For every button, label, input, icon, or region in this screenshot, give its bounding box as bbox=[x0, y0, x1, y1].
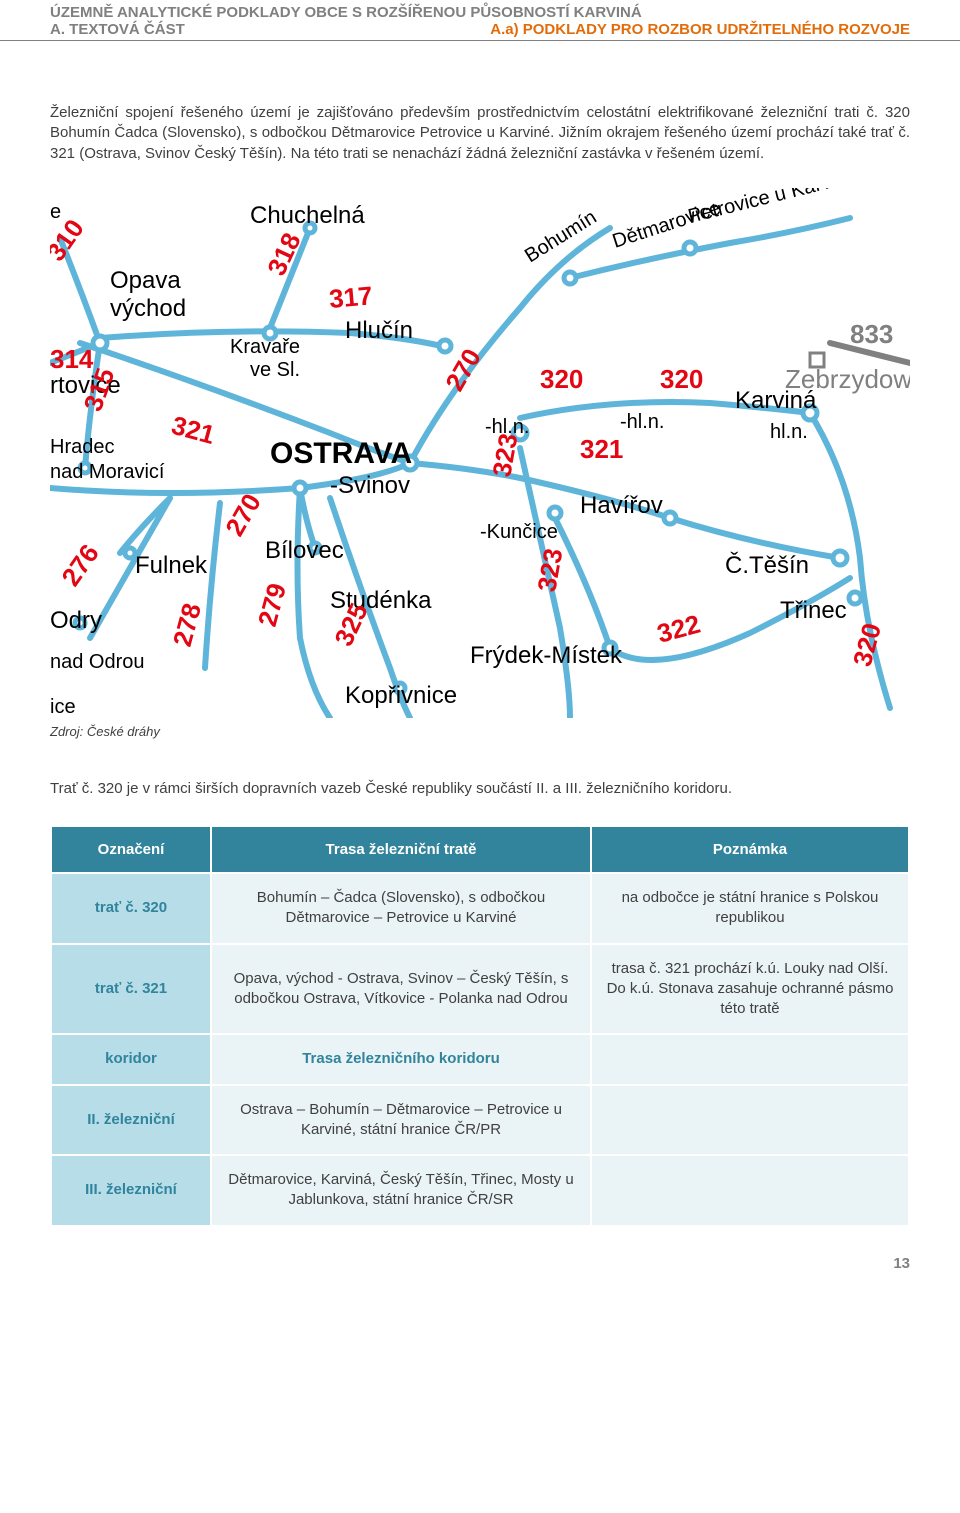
track-322: 322 bbox=[654, 608, 704, 648]
track-320b: 320 bbox=[660, 364, 703, 394]
cell-corridor: III. železniční bbox=[51, 1155, 211, 1226]
railway-map: e Chuchelná Opava východ Kravaře ve Sl. … bbox=[50, 188, 910, 718]
header-section-right: A.a) PODKLADY PRO ROZBOR UDRŽITELNÉHO RO… bbox=[490, 21, 910, 38]
cell-empty bbox=[591, 1085, 909, 1156]
track-833: 833 bbox=[850, 319, 893, 349]
track-318: 318 bbox=[261, 228, 307, 280]
map-label-frymist: Frýdek-Místek bbox=[470, 642, 623, 669]
cell-corridor: II. železniční bbox=[51, 1085, 211, 1156]
map-label-ostrava: OSTRAVA bbox=[270, 437, 412, 470]
track-278: 278 bbox=[167, 600, 207, 650]
cell-note: na odbočce je státní hranice s Polskou r… bbox=[591, 873, 909, 944]
map-label-e: e bbox=[50, 201, 61, 223]
map-source: Zdroj: České dráhy bbox=[50, 724, 910, 739]
track-323b: 323 bbox=[531, 546, 568, 594]
map-label-karvina: Karviná bbox=[735, 387, 817, 414]
rail-table: Označení Trasa železniční tratě Poznámka… bbox=[50, 825, 910, 1227]
track-276: 276 bbox=[55, 538, 104, 591]
track-321w: 321 bbox=[168, 410, 218, 450]
header-title: ÚZEMNĚ ANALYTICKÉ PODKLADY OBCE S ROZŠÍŘ… bbox=[50, 4, 910, 21]
track-320c: 320 bbox=[847, 620, 887, 670]
track-270b: 270 bbox=[219, 488, 267, 541]
cell-route: Bohumín – Čadca (Slovensko), s odbočkou … bbox=[211, 873, 591, 944]
cell-corridor-route-label: Trasa železničního koridoru bbox=[211, 1034, 591, 1084]
map-label-kuncice: -Kunčice bbox=[480, 521, 558, 543]
map-label-trinec: Třinec bbox=[780, 597, 847, 624]
map-label-vychod: východ bbox=[110, 295, 186, 322]
map-label-hln2: -hl.n. bbox=[620, 411, 664, 433]
map-label-odry: Odry bbox=[50, 607, 102, 634]
th-designation: Označení bbox=[51, 826, 211, 873]
table-row: III. železniční Dětmarovice, Karviná, Če… bbox=[51, 1155, 909, 1226]
cell-designation: trať č. 320 bbox=[51, 873, 211, 944]
table-subheader: koridor Trasa železničního koridoru bbox=[51, 1034, 909, 1084]
map-label-svinov: -Svinov bbox=[330, 472, 410, 499]
track-314: 314 bbox=[50, 344, 94, 374]
header-section-left: A. TEXTOVÁ ČÁST bbox=[50, 21, 185, 38]
page-header: ÚZEMNĚ ANALYTICKÉ PODKLADY OBCE S ROZŠÍŘ… bbox=[0, 0, 960, 41]
cell-corridor-route: Ostrava – Bohumín – Dětmarovice – Petrov… bbox=[211, 1085, 591, 1156]
map-label-havirov: Havířov bbox=[580, 492, 663, 519]
cell-corridor-label: koridor bbox=[51, 1034, 211, 1084]
cell-corridor-route: Dětmarovice, Karviná, Český Těšín, Třine… bbox=[211, 1155, 591, 1226]
cell-empty bbox=[591, 1155, 909, 1226]
map-label-bilovec: Bílovec bbox=[265, 537, 344, 564]
cell-empty bbox=[591, 1034, 909, 1084]
page-number: 13 bbox=[0, 1227, 960, 1282]
paragraph-corridor: Trať č. 320 je v rámci širších dopravníc… bbox=[50, 779, 910, 799]
cell-route: Opava, východ - Ostrava, Svinov – Český … bbox=[211, 944, 591, 1035]
map-label-fulnek: Fulnek bbox=[135, 552, 208, 579]
map-label-ice: ice bbox=[50, 696, 76, 718]
track-317: 317 bbox=[328, 280, 374, 314]
map-label-bohumin: Bohumín bbox=[521, 206, 601, 267]
track-279: 279 bbox=[252, 580, 292, 630]
map-label-hradec1: Hradec bbox=[50, 436, 114, 458]
map-label-kravare1: Kravaře bbox=[230, 336, 300, 358]
map-label-opava: Opava bbox=[110, 267, 181, 294]
map-label-ctesin: Č.Těšín bbox=[725, 551, 809, 579]
cell-note: trasa č. 321 prochází k.ú. Louky nad Olš… bbox=[591, 944, 909, 1035]
map-label-koprivnice: Kopřivnice bbox=[345, 682, 457, 709]
track-320a: 320 bbox=[540, 364, 583, 394]
th-note: Poznámka bbox=[591, 826, 909, 873]
track-321e: 321 bbox=[580, 434, 623, 464]
table-row: trať č. 320 Bohumín – Čadca (Slovensko),… bbox=[51, 873, 909, 944]
paragraph-rail-connection: Železniční spojení řešeného území je zaj… bbox=[50, 103, 910, 164]
map-label-hradec2: nad Moravicí bbox=[50, 461, 165, 483]
th-route: Trasa železniční tratě bbox=[211, 826, 591, 873]
map-label-karvina-hln: hl.n. bbox=[770, 421, 808, 443]
map-label-nadodrou: nad Odrou bbox=[50, 651, 145, 673]
cell-designation: trať č. 321 bbox=[51, 944, 211, 1035]
map-label-kravare2: ve Sl. bbox=[250, 359, 300, 381]
map-label-hlucin: Hlučín bbox=[345, 317, 413, 344]
track-323a: 323 bbox=[486, 431, 523, 479]
table-row: trať č. 321 Opava, východ - Ostrava, Svi… bbox=[51, 944, 909, 1035]
table-row: II. železniční Ostrava – Bohumín – Dětma… bbox=[51, 1085, 909, 1156]
map-label-chuchelna: Chuchelná bbox=[250, 202, 365, 229]
